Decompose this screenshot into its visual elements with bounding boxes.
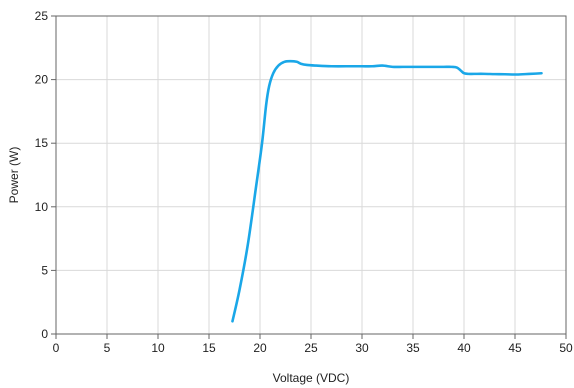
- x-tick-label: 25: [304, 341, 318, 355]
- y-tick-label: 25: [35, 9, 49, 23]
- y-tick-label: 20: [35, 73, 49, 87]
- x-tick-label: 45: [508, 341, 522, 355]
- y-tick-label: 15: [35, 136, 49, 150]
- x-tick-label: 35: [406, 341, 420, 355]
- y-axis-ticks: 0 5 10 15 20 25: [35, 9, 56, 341]
- x-tick-label: 0: [53, 341, 60, 355]
- x-tick-label: 20: [253, 341, 267, 355]
- x-tick-label: 5: [104, 341, 111, 355]
- x-tick-label: 40: [457, 341, 471, 355]
- y-axis-title: Power (W): [7, 147, 21, 204]
- y-tick-label: 0: [41, 327, 48, 341]
- y-tick-label: 5: [41, 263, 48, 277]
- x-axis-title: Voltage (VDC): [273, 371, 350, 385]
- x-tick-label: 15: [202, 341, 216, 355]
- x-tick-label: 10: [151, 341, 165, 355]
- x-axis-ticks: 0 5 10 15 20 25 30 35 40 45 50: [53, 334, 573, 355]
- x-tick-label: 50: [559, 341, 573, 355]
- power-curve-line: [231, 59, 543, 323]
- x-tick-label: 30: [355, 341, 369, 355]
- grid: [56, 16, 566, 334]
- y-tick-label: 10: [35, 200, 49, 214]
